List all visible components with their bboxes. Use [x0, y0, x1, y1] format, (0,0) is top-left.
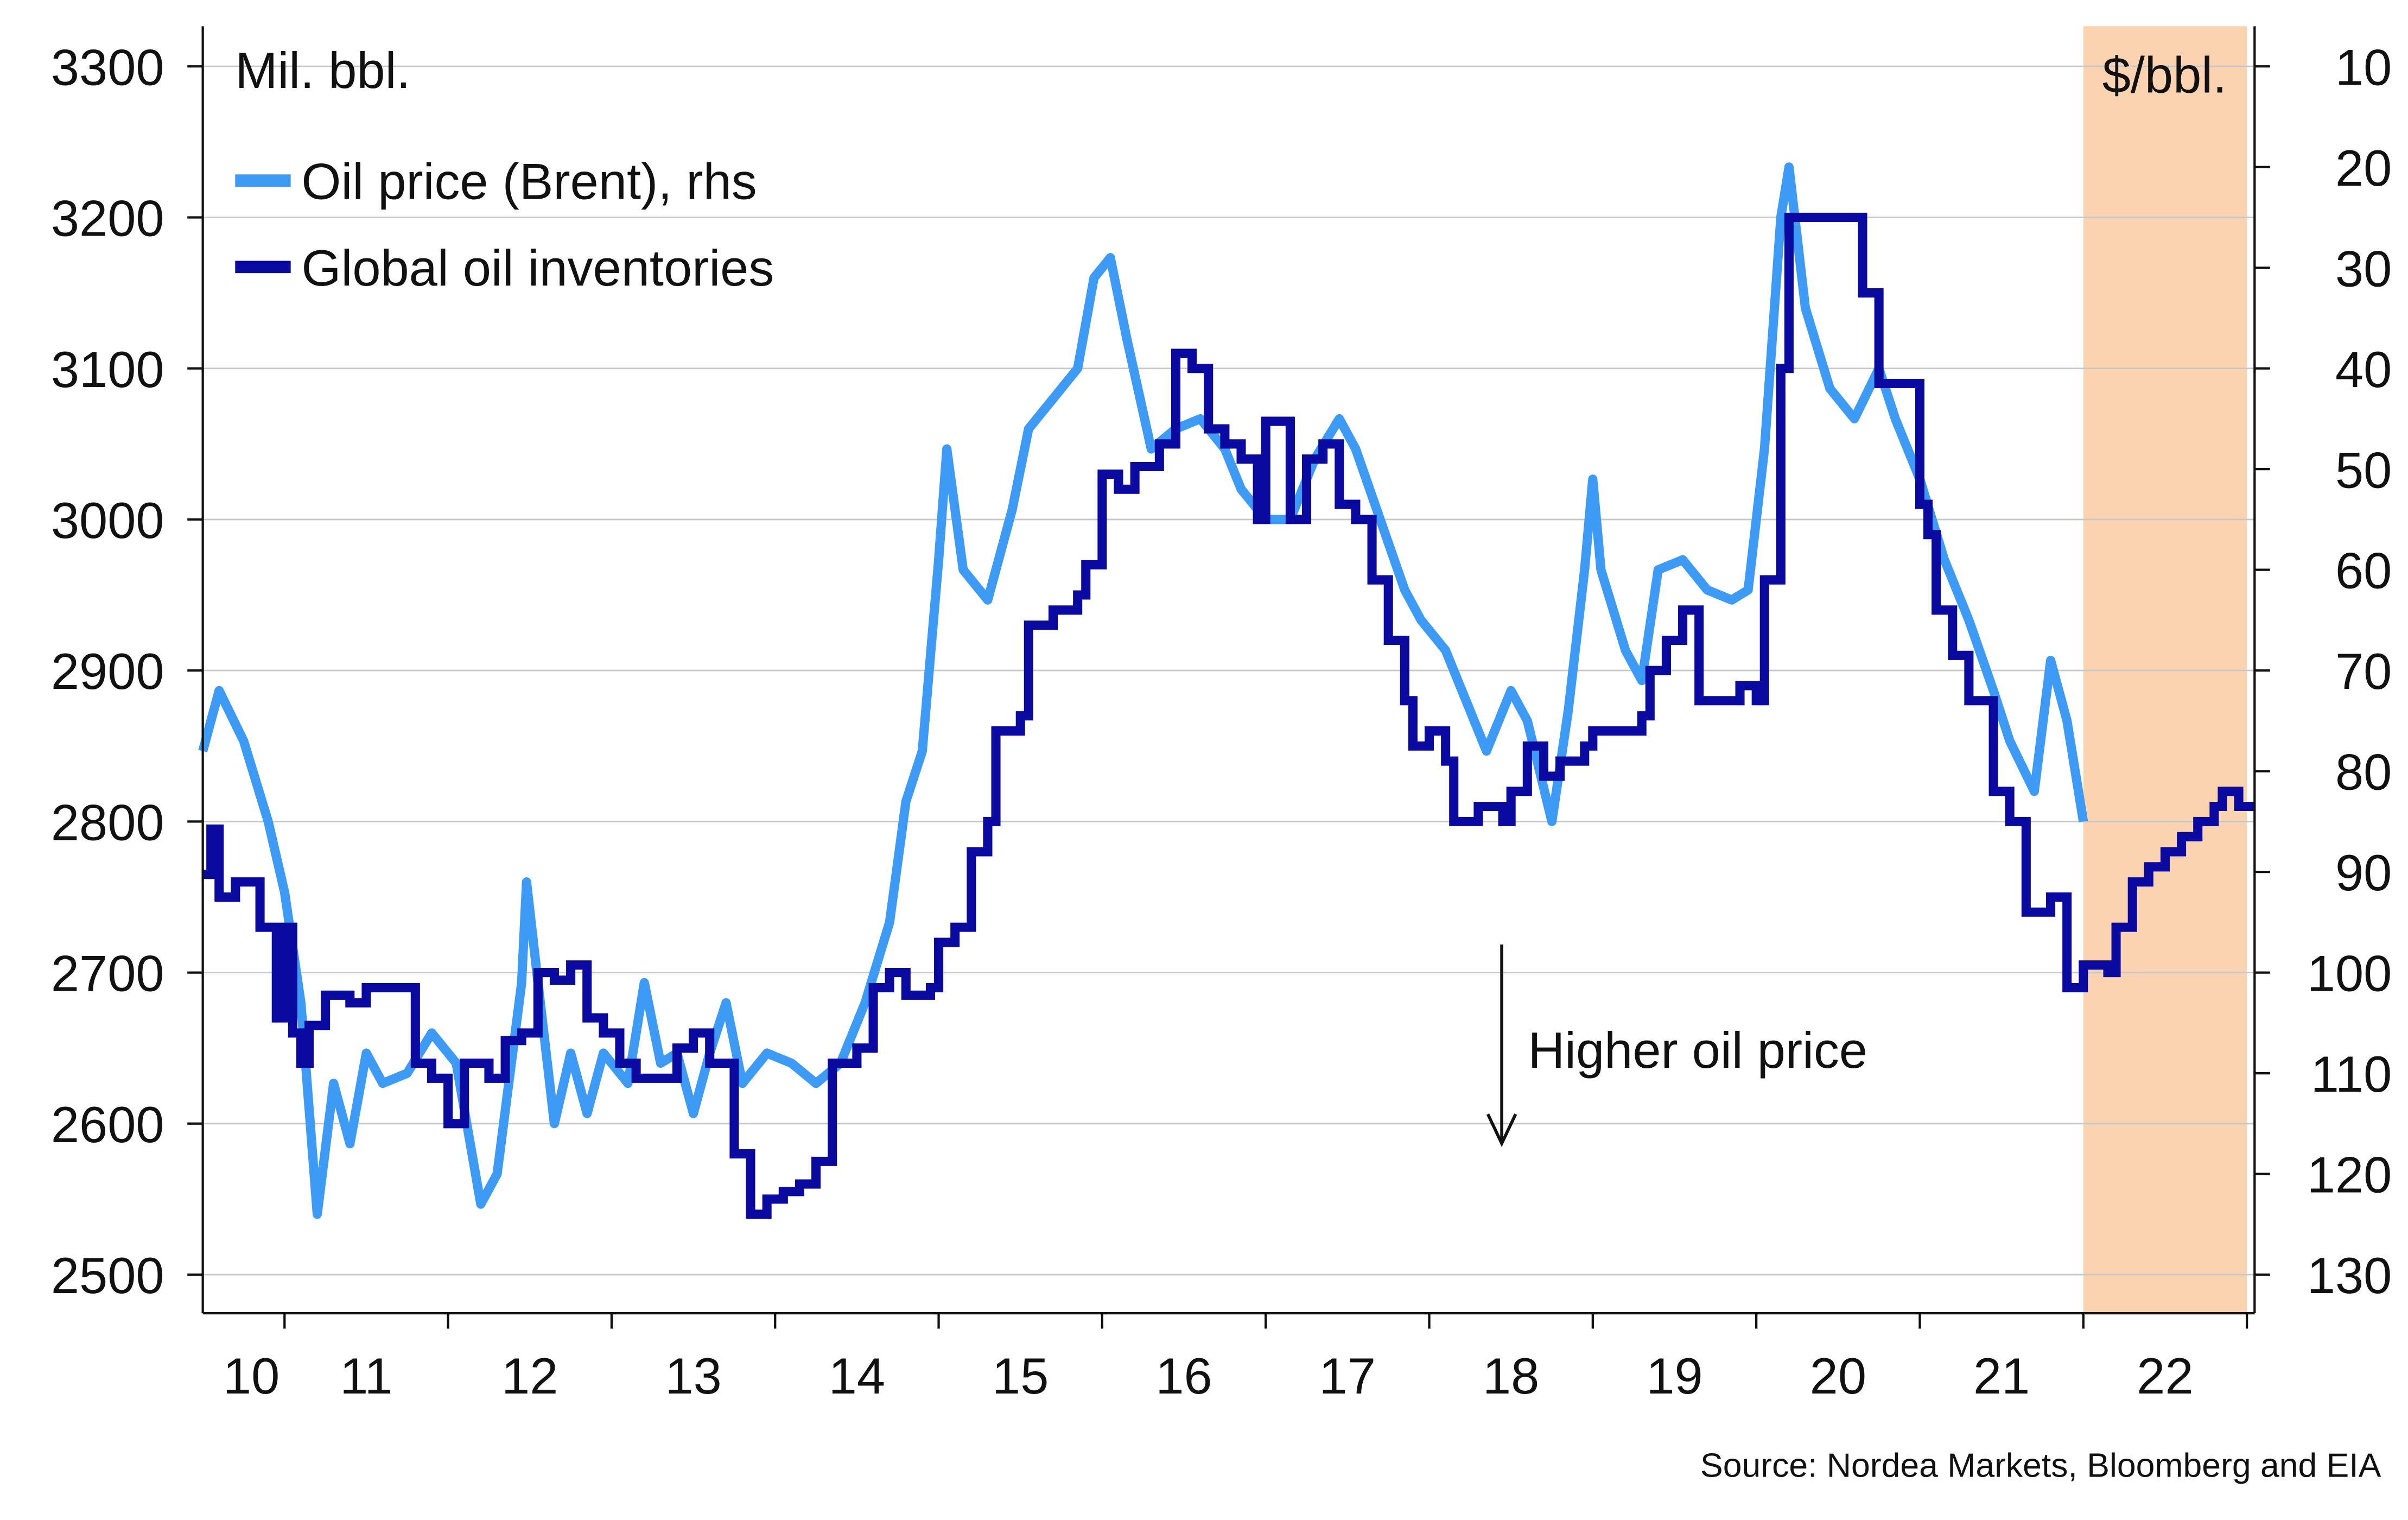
right-tick-label: 100	[2307, 945, 2392, 1002]
x-tick-label: 18	[1483, 1347, 1539, 1404]
right-tick-label: 120	[2307, 1147, 2392, 1204]
legend-label-oil-price: Oil price (Brent), rhs	[302, 153, 757, 210]
x-tick-label: 12	[501, 1347, 558, 1404]
right-tick-label: 110	[2311, 1046, 2392, 1103]
legend-label-inventories: Global oil inventories	[302, 239, 774, 296]
left-axis-label: Mil. bbl.	[235, 42, 410, 99]
right-tick-label: 70	[2335, 643, 2392, 700]
x-tick-label: 19	[1646, 1347, 1702, 1404]
x-tick-label: 20	[1810, 1347, 1866, 1404]
oil-price-line	[198, 162, 2088, 1219]
left-tick-label: 2700	[51, 945, 164, 1002]
forecast-shade	[2083, 26, 2247, 1314]
right-axis-label: $/bbl.	[2102, 47, 2227, 104]
right-tick-label: 40	[2335, 341, 2392, 398]
right-tick-label: 10	[2335, 39, 2392, 96]
left-tick-label: 3000	[51, 492, 164, 549]
arrow-head	[1486, 1113, 1517, 1148]
right-tick-label: 20	[2335, 140, 2392, 197]
inventories-line	[202, 212, 2255, 1219]
x-tick-label: 11	[340, 1347, 392, 1404]
legend: Oil price (Brent), rhs Global oil invent…	[235, 153, 774, 296]
left-tick-label: 2800	[51, 794, 164, 851]
left-tick-label: 3200	[51, 190, 164, 247]
x-tick-label: 21	[1973, 1347, 2030, 1404]
x-tick-label: 15	[992, 1347, 1049, 1404]
left-tick-label: 2600	[51, 1096, 164, 1153]
left-tick-label: 3100	[51, 341, 164, 398]
x-tick-label: 13	[665, 1347, 721, 1404]
right-tick-label: 80	[2335, 744, 2392, 801]
source-note: Source: Nordea Markets, Bloomberg and EI…	[1700, 1446, 2381, 1484]
left-tick-label: 2500	[51, 1247, 164, 1304]
x-tick-label: 22	[2137, 1347, 2193, 1404]
x-tick-label: 16	[1155, 1347, 1212, 1404]
x-tick-label: 10	[223, 1347, 279, 1404]
right-tick-label: 50	[2335, 441, 2392, 498]
annotation-text: Higher oil price	[1528, 1022, 1867, 1079]
right-tick-label: 90	[2335, 844, 2392, 901]
left-tick-label: 2900	[51, 643, 164, 700]
right-tick-label: 30	[2335, 240, 2392, 297]
right-tick-label: 60	[2335, 542, 2392, 599]
right-tick-label: 130	[2307, 1247, 2392, 1304]
x-tick-label: 17	[1319, 1347, 1376, 1404]
left-tick-label: 3300	[51, 39, 164, 96]
annotation: Higher oil price	[1486, 944, 1867, 1148]
x-tick-label: 14	[829, 1347, 885, 1404]
